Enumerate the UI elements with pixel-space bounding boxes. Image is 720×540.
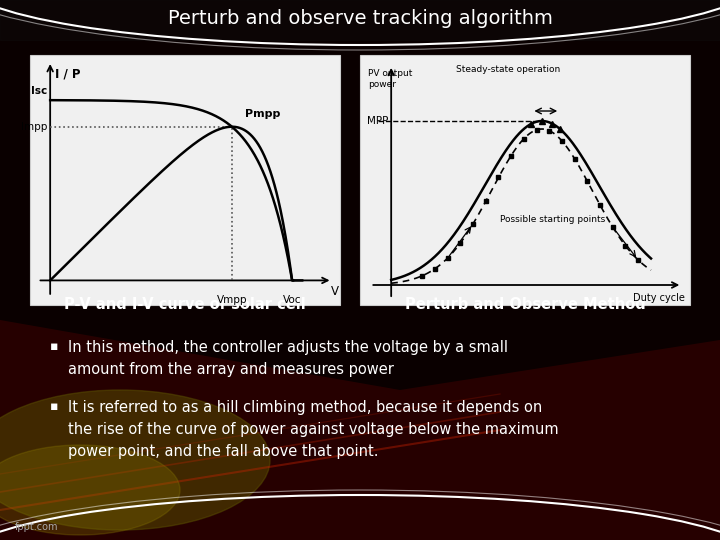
Text: Pmpp: Pmpp — [245, 109, 280, 118]
Bar — [360, 55, 690, 305]
Text: Possible starting points: Possible starting points — [500, 215, 606, 224]
Ellipse shape — [0, 390, 270, 530]
Text: It is referred to as a hill climbing method, because it depends on
the rise of t: It is referred to as a hill climbing met… — [68, 400, 559, 460]
Bar — [30, 55, 340, 305]
Text: Voc: Voc — [284, 295, 302, 305]
Text: PV output
power: PV output power — [368, 69, 412, 89]
Text: V: V — [331, 285, 339, 298]
Text: P-V and I-V curve of solar cell: P-V and I-V curve of solar cell — [64, 297, 306, 312]
Text: Vmpp: Vmpp — [217, 295, 247, 305]
Text: Steady-state operation: Steady-state operation — [456, 65, 560, 74]
Text: Perturb and observe tracking algorithm: Perturb and observe tracking algorithm — [168, 9, 552, 28]
Text: I / P: I / P — [55, 68, 81, 80]
Text: Duty cycle: Duty cycle — [633, 293, 685, 303]
Text: fppt.com: fppt.com — [15, 522, 58, 532]
Text: ▪: ▪ — [50, 400, 58, 413]
Text: Isc: Isc — [32, 86, 48, 96]
Bar — [0, 0, 720, 40]
Text: MPP: MPP — [367, 116, 389, 126]
Text: Perturb and Observe Method: Perturb and Observe Method — [405, 297, 645, 312]
Ellipse shape — [0, 445, 180, 535]
Text: Impp: Impp — [22, 122, 48, 132]
Polygon shape — [0, 320, 720, 540]
Text: In this method, the controller adjusts the voltage by a small
amount from the ar: In this method, the controller adjusts t… — [68, 340, 508, 377]
Text: ▪: ▪ — [50, 340, 58, 353]
